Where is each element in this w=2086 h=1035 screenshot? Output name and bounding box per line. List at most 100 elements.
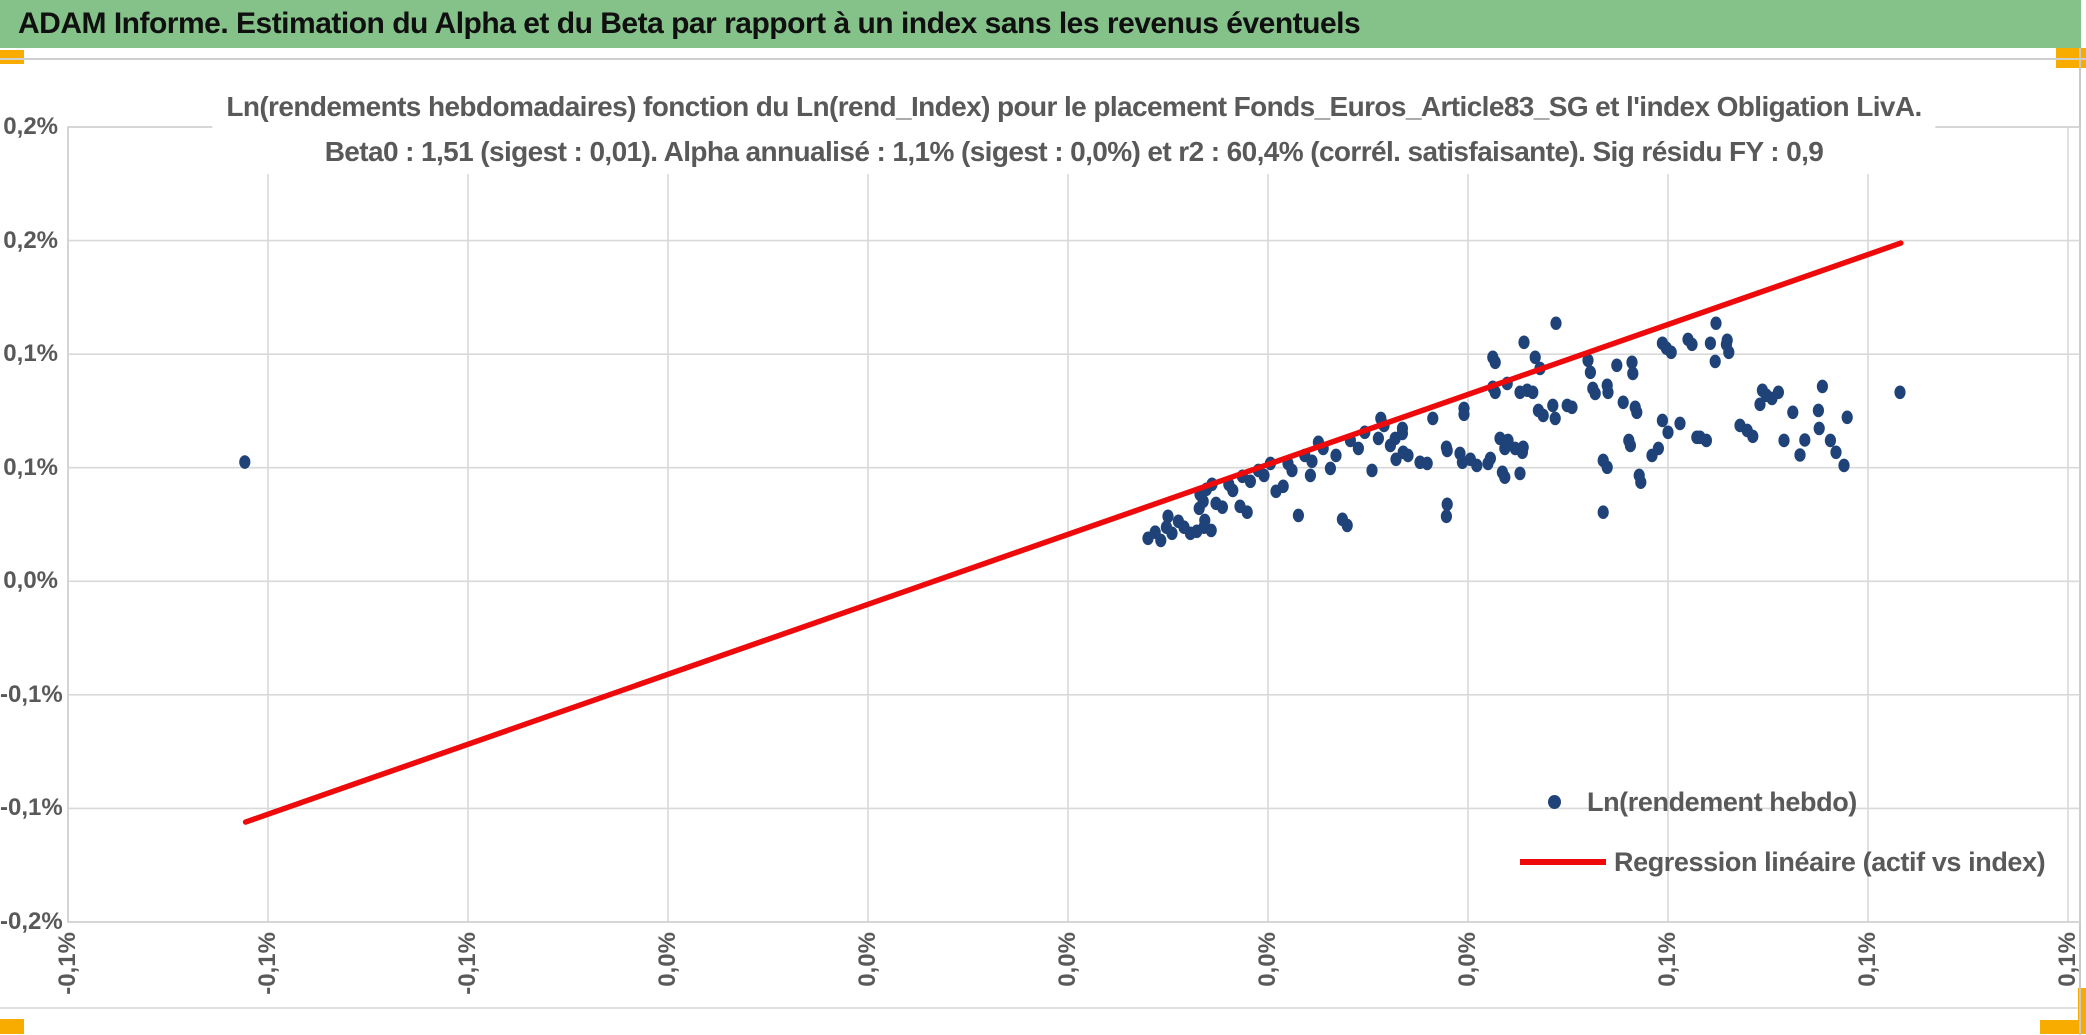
scatter-point — [1441, 497, 1453, 512]
y-tick-label: 0,0% — [3, 567, 58, 595]
scatter-point — [1787, 405, 1799, 420]
scatter-point — [1566, 400, 1578, 415]
x-tick-label: 0,0% — [1254, 932, 1281, 987]
legend-item-scatter[interactable]: Ln(rendement hebdo) — [1520, 772, 2045, 832]
x-tick-label: 0,0% — [654, 932, 681, 987]
scatter-point — [1330, 448, 1342, 463]
scatter-point — [1710, 316, 1722, 331]
scatter-point — [1830, 445, 1842, 460]
x-tick-label: 0,0% — [854, 932, 881, 987]
scatter-point — [1662, 425, 1674, 440]
scatter-point — [1550, 316, 1562, 331]
scatter-point — [1489, 355, 1501, 370]
scatter-point — [1674, 416, 1686, 431]
scatter-point — [1304, 468, 1316, 483]
scatter-point — [1372, 431, 1384, 446]
scatter-point — [1421, 456, 1433, 471]
y-tick-label: -0,1% — [0, 680, 63, 708]
scatter-point — [1324, 461, 1336, 476]
x-tick-label: 0,1% — [2054, 932, 2081, 987]
scatter-point — [1754, 397, 1766, 412]
scatter-point — [1799, 433, 1811, 447]
amber-marker-bottom-right-v — [2078, 988, 2086, 1034]
amber-marker-bottom-right-h — [2040, 1020, 2086, 1034]
scatter-point — [1286, 463, 1298, 478]
scatter-point — [1602, 385, 1614, 400]
scatter-marker-icon — [1548, 795, 1561, 809]
x-tick-label: -0,1% — [454, 932, 481, 995]
scatter-point — [1601, 460, 1613, 475]
chart-title-line2: Beta0 : 1,51 (sigest : 0,01). Alpha annu… — [324, 136, 1824, 167]
scatter-point — [1441, 443, 1453, 458]
scatter-point — [1723, 345, 1735, 360]
x-tick-label: -0,1% — [254, 932, 281, 995]
scatter-point — [1527, 385, 1539, 400]
scatter-point — [1440, 509, 1452, 524]
scatter-point — [1258, 468, 1270, 483]
scatter-point — [1166, 526, 1178, 541]
scatter-point — [1162, 509, 1174, 524]
scatter-point — [1841, 410, 1853, 425]
scatter-point — [1244, 474, 1256, 489]
scatter-point — [1700, 433, 1712, 448]
scatter-point — [1499, 470, 1511, 485]
scatter-point — [1656, 413, 1668, 428]
regression-line — [242, 240, 1904, 825]
title-bar: ADAM Informe. Estimation du Alpha et du … — [0, 0, 2081, 48]
scatter-point — [1366, 463, 1378, 478]
scatter-point — [1227, 483, 1239, 498]
scatter-point — [1624, 438, 1636, 453]
scatter-point — [1537, 408, 1549, 423]
scatter-point — [1812, 403, 1824, 418]
scatter-point — [1813, 421, 1825, 436]
scatter-point — [239, 455, 251, 469]
scatter-point — [1549, 411, 1561, 426]
y-tick-label: 0,1% — [3, 453, 58, 481]
scatter-point — [1352, 441, 1364, 456]
scatter-point — [1516, 445, 1528, 460]
scatter-point — [1611, 358, 1623, 373]
scatter-point — [1597, 505, 1609, 520]
y-tick-label: 0,2% — [3, 113, 58, 140]
scatter-point — [1704, 336, 1716, 351]
scatter-point — [1277, 479, 1289, 494]
legend-item-regression[interactable]: Regression linéaire (actif vs index) — [1520, 832, 2046, 892]
y-tick-label: 0,1% — [3, 340, 58, 368]
scatter-point — [1199, 513, 1211, 528]
scatter-point — [1652, 441, 1664, 456]
scatter-point — [1589, 386, 1601, 401]
scatter-point — [1205, 523, 1217, 538]
scatter-point — [1482, 456, 1494, 471]
scatter-point — [1894, 385, 1906, 400]
x-tick-label: 0,1% — [1654, 932, 1681, 987]
scatter-point — [1772, 385, 1784, 400]
scatter-point — [1635, 475, 1647, 490]
scatter-point — [1627, 366, 1639, 381]
scatter-point — [1155, 533, 1167, 548]
divider-top — [0, 58, 2086, 60]
scatter-point — [1456, 455, 1468, 470]
scatter-point — [1458, 407, 1470, 422]
scatter-point — [1838, 458, 1850, 473]
x-tick-label: -0,1% — [54, 932, 81, 995]
scatter-point — [1396, 426, 1408, 441]
amber-marker-bottom-left — [0, 1019, 24, 1034]
scatter-point — [1631, 405, 1643, 420]
scatter-point — [1584, 365, 1596, 380]
scatter-point — [1241, 505, 1253, 520]
scatter-point — [1518, 335, 1530, 350]
chart-title: Ln(rendements hebdomadaires) fonction du… — [212, 84, 1936, 174]
scatter-point — [1778, 433, 1790, 448]
scatter-point — [1402, 448, 1414, 463]
window-title: ADAM Informe. Estimation du Alpha et du … — [18, 7, 1361, 40]
scatter-point — [1816, 379, 1828, 394]
scatter-point — [1794, 448, 1806, 462]
x-tick-label: 0,0% — [1454, 932, 1481, 987]
divider-bottom — [0, 1007, 2086, 1009]
y-tick-label: -0,1% — [0, 794, 63, 822]
y-tick-label: 0,2% — [3, 226, 58, 254]
scatter-point — [1306, 454, 1318, 469]
scatter-point — [1502, 433, 1514, 448]
chart-title-line1: Ln(rendements hebdomadaires) fonction du… — [226, 91, 1922, 122]
